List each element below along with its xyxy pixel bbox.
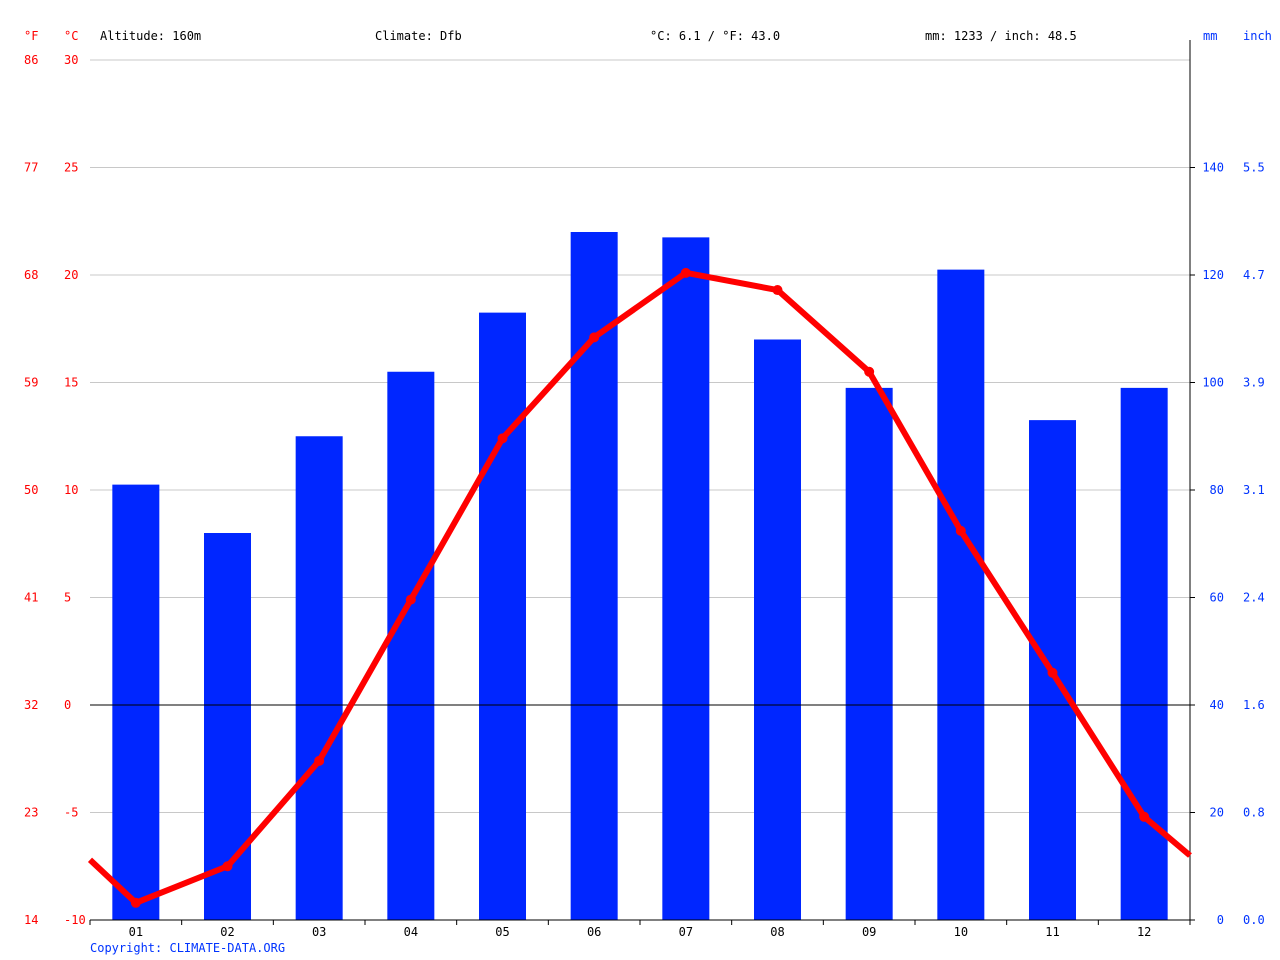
- mm-tick-label: 20: [1210, 806, 1224, 820]
- month-tick-label: 07: [679, 925, 693, 939]
- mm-tick-label: 80: [1210, 483, 1224, 497]
- altitude-label: Altitude: 160m: [100, 29, 201, 43]
- month-tick-label: 04: [404, 925, 418, 939]
- inch-tick-label: 4.7: [1243, 268, 1265, 282]
- fahrenheit-tick-label: 77: [24, 161, 38, 175]
- precip-bar: [204, 533, 251, 920]
- month-tick-label: 01: [129, 925, 143, 939]
- fahrenheit-tick-label: 41: [24, 591, 38, 605]
- mm-unit-label: mm: [1203, 29, 1217, 43]
- temperature-point: [1047, 667, 1058, 678]
- temperature-point: [680, 267, 691, 278]
- temperature-line-path: [87, 269, 1192, 906]
- celsius-tick-label: 20: [64, 268, 78, 282]
- fahrenheit-tick-label: 86: [24, 53, 38, 67]
- precip-bar: [662, 237, 710, 920]
- precip-bar: [479, 312, 526, 920]
- celsius-tick-label: 5: [64, 591, 71, 605]
- precip-bar: [295, 436, 343, 920]
- celsius-tick-label: 15: [64, 376, 78, 390]
- celsius-tick-label: 25: [64, 161, 78, 175]
- celsius-tick-label: -5: [64, 806, 78, 820]
- month-tick-label: 02: [220, 925, 234, 939]
- temperature-point: [222, 861, 233, 872]
- inch-unit-label: inch: [1243, 29, 1272, 43]
- inch-tick-label: 1.6: [1243, 698, 1265, 712]
- month-tick-label: 05: [495, 925, 509, 939]
- celsius-tick-label: 0: [64, 698, 71, 712]
- fahrenheit-tick-label: 23: [24, 806, 38, 820]
- inch-tick-label: 2.4: [1243, 591, 1265, 605]
- precip-bar: [112, 484, 160, 920]
- grid-lines: [90, 59, 1190, 813]
- temperature-point: [1139, 811, 1150, 822]
- month-tick-label: 06: [587, 925, 601, 939]
- temperature-point: [864, 366, 875, 377]
- inch-tick-label: 0.0: [1243, 913, 1265, 927]
- tick-labels: 86 30 77 25 68 20 59 15 50 10 41 5 32 0 23 -5 14 -10 140 5.…: [24, 53, 1265, 939]
- mm-tick-label: 120: [1202, 268, 1224, 282]
- precipitation-total-label: mm: 1233 / inch: 48.5: [925, 29, 1077, 43]
- month-tick-label: 12: [1137, 925, 1151, 939]
- precip-bar: [570, 232, 618, 920]
- fahrenheit-tick-label: 50: [24, 483, 38, 497]
- temperature-line: [87, 267, 1192, 908]
- temperature-point: [497, 433, 508, 444]
- temperature-average-label: °C: 6.1 / °F: 43.0: [650, 29, 780, 43]
- temperature-point: [405, 594, 416, 605]
- temperature-point: [130, 897, 141, 908]
- fahrenheit-tick-label: 68: [24, 268, 38, 282]
- celsius-tick-label: -10: [64, 913, 86, 927]
- celsius-unit-label: °C: [64, 29, 78, 43]
- celsius-tick-label: 10: [64, 483, 78, 497]
- axes: [89, 40, 1195, 925]
- month-tick-label: 03: [312, 925, 326, 939]
- inch-tick-label: 0.8: [1243, 806, 1265, 820]
- precip-bar: [845, 387, 893, 920]
- celsius-tick-label: 30: [64, 53, 78, 67]
- mm-tick-label: 100: [1202, 376, 1224, 390]
- month-tick-label: 10: [954, 925, 968, 939]
- precip-bar: [937, 269, 985, 920]
- mm-tick-label: 40: [1210, 698, 1224, 712]
- mm-tick-label: 60: [1210, 591, 1224, 605]
- inch-tick-label: 3.9: [1243, 376, 1265, 390]
- month-tick-label: 08: [770, 925, 784, 939]
- fahrenheit-tick-label: 14: [24, 913, 38, 927]
- fahrenheit-unit-label: °F: [24, 29, 38, 43]
- precipitation-bars: [112, 232, 1168, 920]
- mm-tick-label: 140: [1202, 161, 1224, 175]
- month-tick-label: 11: [1045, 925, 1059, 939]
- inch-tick-label: 5.5: [1243, 161, 1265, 175]
- temperature-point: [955, 525, 966, 536]
- fahrenheit-tick-label: 59: [24, 376, 38, 390]
- precip-bar: [387, 371, 435, 920]
- precip-bar: [754, 339, 801, 920]
- precip-bar: [1120, 387, 1168, 920]
- temperature-point: [314, 755, 325, 766]
- temperature-point: [772, 285, 783, 296]
- climate-label: Climate: Dfb: [375, 29, 462, 43]
- inch-tick-label: 3.1: [1243, 483, 1265, 497]
- fahrenheit-tick-label: 32: [24, 698, 38, 712]
- month-tick-label: 09: [862, 925, 876, 939]
- mm-tick-label: 0: [1217, 913, 1224, 927]
- temperature-point: [589, 332, 600, 343]
- copyright-label: Copyright: CLIMATE-DATA.ORG: [90, 941, 285, 955]
